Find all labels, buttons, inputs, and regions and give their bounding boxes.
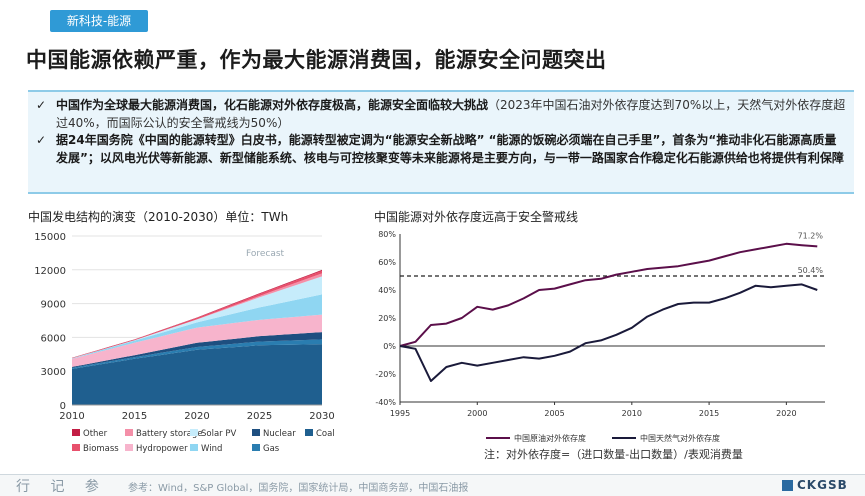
legend-item-label: Hydropower: [136, 444, 188, 454]
legend-item-label: Wind: [201, 444, 222, 454]
legend-swatch: [252, 429, 260, 436]
area-series-coal: [72, 344, 322, 405]
line-xtick-label: 2015: [699, 409, 719, 418]
chart-note: 注：对外依存度=（进口数量-出口数量）/表观消费量: [484, 448, 743, 461]
brand-name: CKGSB: [797, 478, 848, 492]
footer-sources: 参考：Wind，S&P Global，国务院，国家统计局，中国商务部，中国石油报: [128, 483, 469, 494]
threshold-label: 50.4%: [798, 266, 824, 275]
line-ytick-label: -40%: [375, 398, 396, 407]
area-xtick-label: 2025: [247, 411, 272, 422]
line-xtick-label: 2005: [544, 409, 564, 418]
bullet-1: ✓ 中国作为全球最大能源消费国，化石能源对外依存度极高，能源安全面临较大挑战（20…: [36, 97, 846, 132]
legend-swatch: [190, 444, 198, 451]
end-value-label: 71.2%: [798, 231, 824, 240]
area-series-gas: [72, 339, 322, 369]
legend-item-label: Biomass: [83, 444, 119, 454]
legend-item-label: Nuclear: [263, 429, 296, 439]
legend-item-label: Solar PV: [201, 429, 236, 439]
legend-item-label: Battery storage: [136, 429, 202, 439]
area-ytick-label: 9000: [41, 300, 66, 311]
section-tag: 新科技-能源: [50, 10, 148, 32]
line-legend-label: 中国天然气对外依存度: [640, 433, 720, 443]
legend-swatch: [190, 429, 198, 436]
area-series-nuclear: [72, 332, 322, 368]
legend-swatch: [305, 429, 313, 436]
bullet-2-bold: 据24年国务院《中国的能源转型》白皮书，能源转型被定调为“能源安全新战略” “能…: [56, 133, 844, 165]
line-ytick-label: -20%: [375, 370, 396, 379]
line-ytick-label: 20%: [378, 314, 396, 323]
area-series-wind: [72, 294, 322, 359]
line-xtick-label: 2020: [776, 409, 796, 418]
line-legend-label: 中国原油对外依存度: [514, 433, 586, 443]
legend-swatch: [252, 444, 260, 451]
line-xtick-label: 1995: [390, 409, 410, 418]
bullet-1-bold: 中国作为全球最大能源消费国，化石能源对外依存度极高，能源安全面临较大挑战: [56, 98, 489, 112]
area-ytick-label: 15000: [34, 232, 66, 243]
line-ytick-label: 60%: [378, 258, 396, 267]
summary-box: ✓ 中国作为全球最大能源消费国，化石能源对外依存度极高，能源安全面临较大挑战（20…: [28, 90, 854, 194]
line-ytick-label: 0%: [383, 342, 396, 351]
forecast-label: Forecast: [246, 249, 285, 259]
check-icon: ✓: [36, 133, 47, 147]
natural-gas-line: [399, 283, 818, 382]
area-ytick-label: 0: [60, 401, 66, 412]
left-chart-title: 中国发电结构的演变（2010-2030）单位：TWh: [28, 210, 289, 224]
area-xtick-label: 2010: [59, 411, 84, 422]
crude-oil-line: [399, 242, 818, 347]
legend-item-label: Gas: [263, 444, 280, 454]
area-xtick-label: 2030: [309, 411, 334, 422]
right-chart-title: 中国能源对外依存度远高于安全警戒线: [374, 210, 579, 224]
charts-canvas: 0 3000 6000 9000 12000 15000 2010 2015 2020 2025 2…: [34, 230, 825, 454]
area-xtick-label: 2020: [184, 411, 209, 422]
bullet-1-normal: （2023年中国石油对外依存度达到70%以上，天然气对外依存度超过40%，而国际…: [56, 98, 846, 130]
line-ytick-label: 40%: [378, 286, 396, 295]
area-ytick-label: 3000: [41, 367, 66, 378]
legend-item-label: Coal: [316, 429, 335, 439]
legend-swatch: [72, 444, 80, 451]
bullet-2: ✓ 据24年国务院《中国的能源转型》白皮书，能源转型被定调为“能源安全新战略” “…: [36, 132, 846, 167]
legend-swatch: [125, 444, 133, 451]
area-series-hydropower: [72, 314, 322, 367]
brand-logo-icon: [782, 480, 793, 491]
legend-swatch: [125, 429, 133, 436]
legend-swatch: [72, 429, 80, 436]
line-ytick-label: 80%: [378, 230, 396, 239]
legend-item-label: Other: [83, 429, 108, 439]
footer-logo: 行 记 参: [16, 479, 107, 495]
check-icon: ✓: [36, 98, 47, 112]
page-title: 中国能源依赖严重，作为最大能源消费国，能源安全问题突出: [26, 48, 607, 72]
line-xtick-label: 2010: [622, 409, 642, 418]
line-xtick-label: 2000: [467, 409, 487, 418]
area-ytick-label: 6000: [41, 333, 66, 344]
area-ytick-label: 12000: [34, 266, 66, 277]
area-xtick-label: 2015: [122, 411, 147, 422]
footer: 行 记 参 参考：Wind，S&P Global，国务院，国家统计局，中国商务部…: [0, 474, 865, 496]
